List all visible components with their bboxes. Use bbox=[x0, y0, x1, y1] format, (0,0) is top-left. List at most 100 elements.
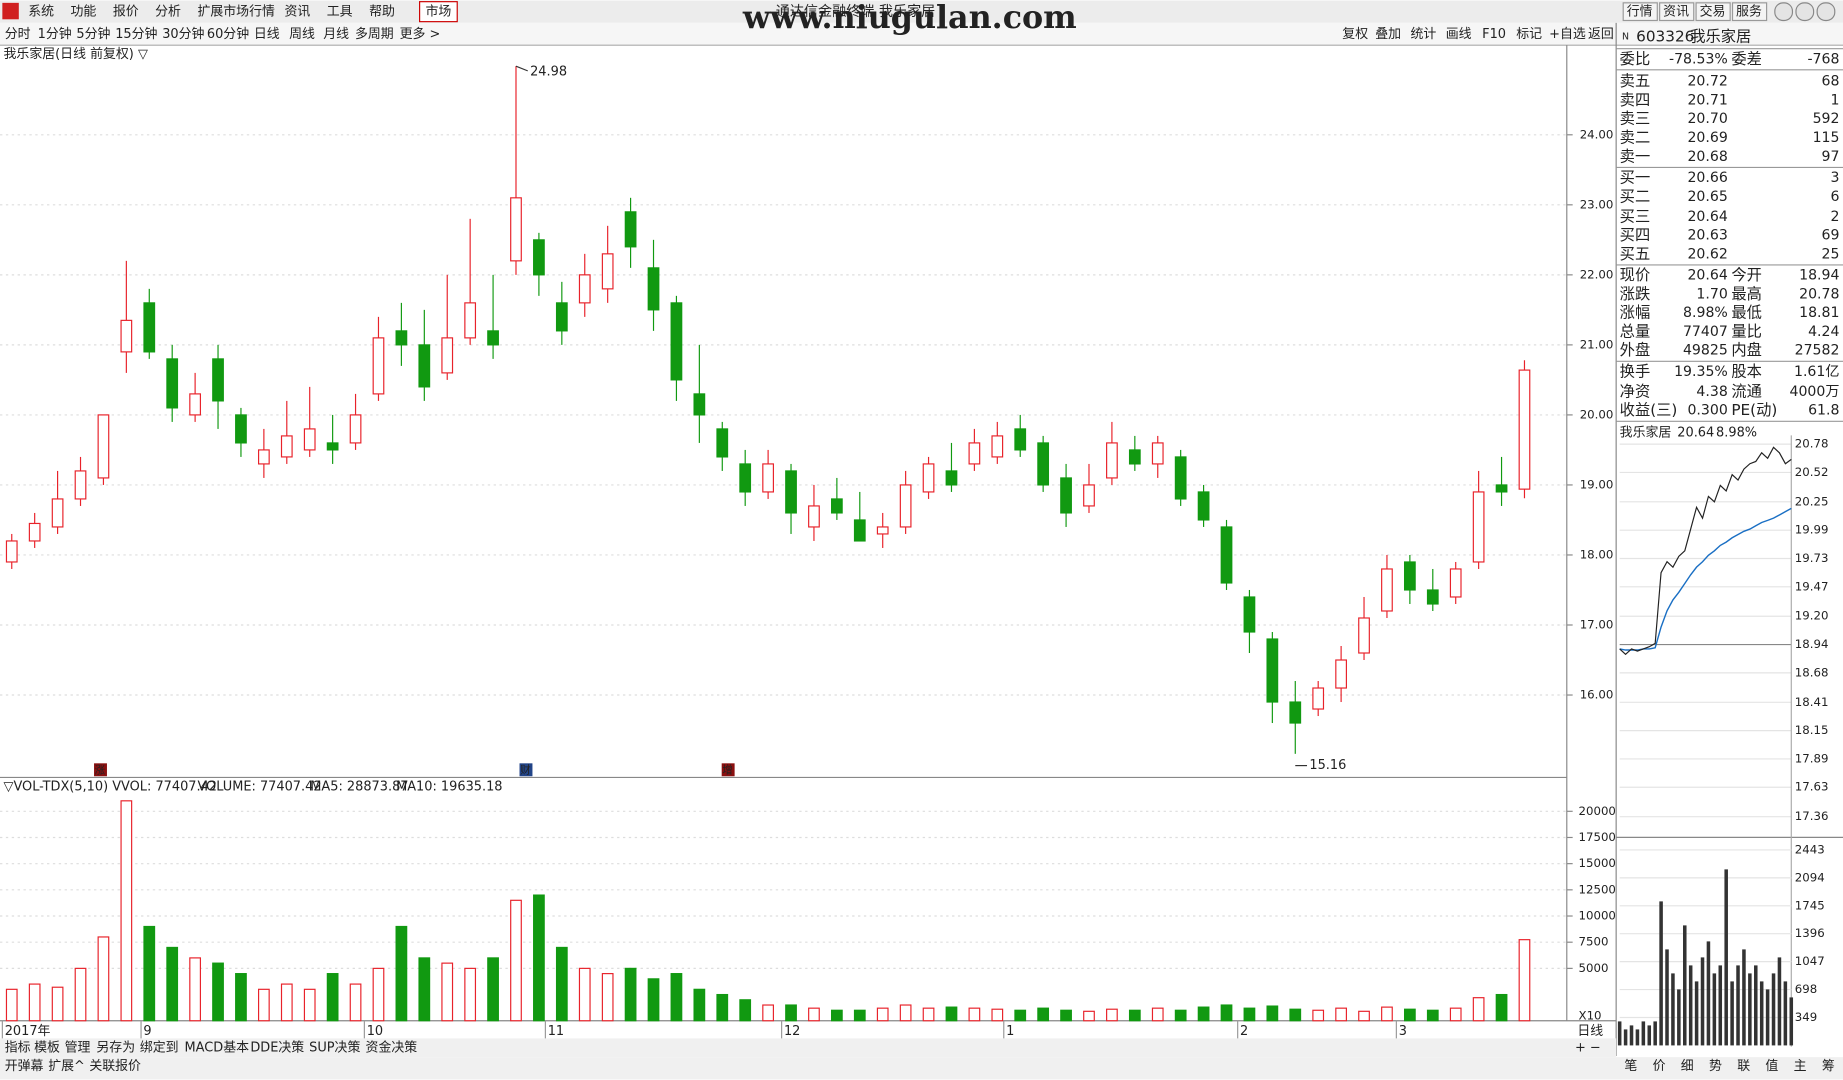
period-bar bbox=[0, 22, 1843, 46]
bottom-tab[interactable]: MACD基本 bbox=[185, 1040, 250, 1055]
quote-value: -768 bbox=[1807, 51, 1839, 67]
candle-body bbox=[1289, 701, 1302, 724]
menu-item[interactable]: 扩展市场行情 bbox=[197, 4, 275, 20]
period-tab[interactable]: 15分钟 bbox=[115, 26, 157, 42]
menu-item[interactable]: 系统 bbox=[28, 5, 54, 20]
menu-item[interactable]: 资讯 bbox=[284, 5, 310, 20]
volume-bar bbox=[1266, 1005, 1279, 1022]
bottom-tab[interactable]: 另存为 bbox=[96, 1040, 135, 1055]
top-button[interactable] bbox=[1731, 2, 1768, 22]
book-label: 卖四 bbox=[1620, 91, 1651, 109]
period-tab[interactable]: 30分钟 bbox=[162, 26, 204, 42]
bottom-tab[interactable]: 资金决策 bbox=[366, 1039, 418, 1055]
status-tab[interactable]: 开弹幕 bbox=[5, 1059, 44, 1074]
intraday-volume-bar bbox=[1777, 957, 1782, 1046]
right-tab[interactable]: 笔 bbox=[1624, 1058, 1637, 1074]
tool-button[interactable]: 叠加 bbox=[1375, 27, 1401, 42]
right-tab[interactable]: 细 bbox=[1681, 1059, 1694, 1074]
event-marker[interactable] bbox=[94, 763, 107, 777]
intraday-volume-bar bbox=[1742, 949, 1746, 1046]
status-tab[interactable]: 扩展^ bbox=[48, 1059, 85, 1074]
menu-item[interactable]: 分析 bbox=[155, 5, 181, 20]
period-tab[interactable]: 5分钟 bbox=[76, 26, 110, 42]
candle-body bbox=[1128, 449, 1141, 465]
candle-body bbox=[601, 253, 614, 290]
volume-bar bbox=[166, 946, 179, 1022]
intraday-volume-bar bbox=[1683, 925, 1687, 1046]
book-label: 买二 bbox=[1620, 187, 1651, 205]
quote-value: 20.78 bbox=[1799, 286, 1839, 302]
top-button[interactable] bbox=[1695, 2, 1731, 22]
tool-button[interactable]: F10 bbox=[1482, 27, 1506, 42]
bottom-tab[interactable]: 模板 bbox=[34, 1040, 60, 1055]
tool-button[interactable]: 复权 bbox=[1342, 26, 1368, 42]
menu-item[interactable]: 帮助 bbox=[369, 5, 395, 20]
period-tab[interactable]: 60分钟 bbox=[207, 26, 249, 42]
tool-button[interactable]: 画线 bbox=[1446, 27, 1472, 42]
bottom-tab[interactable]: DDE决策 bbox=[250, 1039, 304, 1055]
right-tab[interactable]: 主 bbox=[1794, 1059, 1807, 1074]
candle-body bbox=[441, 337, 454, 374]
right-tab[interactable]: 筹 bbox=[1822, 1058, 1835, 1074]
event-marker-label[interactable]: 涨 bbox=[95, 764, 106, 776]
y-tick-label: 5000 bbox=[1579, 961, 1609, 975]
x-tick-label: 1 bbox=[1006, 1024, 1014, 1039]
top-button-label[interactable]: 交易 bbox=[1700, 4, 1726, 20]
top-button[interactable] bbox=[1659, 2, 1695, 22]
candle-body bbox=[510, 197, 522, 262]
top-button-label[interactable]: 服务 bbox=[1736, 4, 1762, 20]
event-marker[interactable] bbox=[721, 763, 735, 777]
quote-value: -78.53% bbox=[1669, 51, 1728, 67]
tool-button[interactable]: 统计 bbox=[1410, 27, 1436, 42]
bottom-tab[interactable]: 指标 bbox=[5, 1040, 31, 1055]
candle-body bbox=[74, 470, 87, 500]
period-tab[interactable]: 月线 bbox=[323, 27, 349, 42]
candle-body bbox=[1335, 659, 1347, 689]
bottom-tab[interactable]: 绑定到 bbox=[140, 1040, 179, 1055]
tool-button[interactable]: 返回 bbox=[1588, 27, 1614, 42]
bottom-tab[interactable]: 管理 bbox=[65, 1040, 91, 1055]
mini-title: 我乐家居 bbox=[1620, 425, 1672, 441]
period-tab[interactable]: 日线 bbox=[254, 27, 280, 42]
event-marker[interactable] bbox=[519, 763, 533, 777]
window-control[interactable] bbox=[1774, 2, 1794, 22]
top-button-label[interactable]: 行情 bbox=[1627, 5, 1653, 20]
stock-code: 603326 bbox=[1636, 27, 1694, 45]
candle-body bbox=[1060, 477, 1072, 514]
volume-bar bbox=[1014, 1009, 1027, 1022]
period-tab[interactable]: 分时 bbox=[5, 27, 31, 42]
right-tab[interactable]: 价 bbox=[1653, 1059, 1666, 1074]
status-tab[interactable]: 关联报价 bbox=[89, 1059, 141, 1074]
menu-item[interactable]: 报价 bbox=[113, 5, 139, 20]
candle-body bbox=[1151, 442, 1164, 465]
top-button-label[interactable]: 资讯 bbox=[1663, 5, 1689, 20]
intraday-volume-bar bbox=[1759, 981, 1764, 1046]
candle-body bbox=[578, 274, 591, 304]
tool-button[interactable]: 标记 bbox=[1516, 27, 1542, 42]
right-tab[interactable]: 势 bbox=[1709, 1058, 1722, 1074]
event-marker-label[interactable]: 增 bbox=[722, 763, 733, 776]
period-tab[interactable]: 多周期 bbox=[355, 27, 394, 42]
top-button[interactable] bbox=[1622, 2, 1658, 22]
period-tab[interactable]: 1分钟 bbox=[38, 26, 72, 42]
menu-item[interactable]: 市场 bbox=[425, 4, 451, 20]
period-tab[interactable]: 周线 bbox=[289, 27, 315, 42]
intraday-tick-label: 20.25 bbox=[1795, 494, 1829, 508]
volume-bar bbox=[1060, 1009, 1072, 1022]
menu-item[interactable]: 功能 bbox=[71, 5, 97, 20]
window-control[interactable] bbox=[1816, 2, 1836, 22]
quote-value: 18.94 bbox=[1799, 268, 1839, 284]
right-tab[interactable]: 值 bbox=[1765, 1058, 1778, 1074]
menu-item[interactable]: 工具 bbox=[327, 5, 353, 20]
period-tab[interactable]: 更多 > bbox=[400, 27, 441, 42]
y-tick-label: 22.00 bbox=[1580, 267, 1614, 281]
right-tab[interactable]: 联 bbox=[1737, 1059, 1750, 1074]
tool-button[interactable]: +自选 bbox=[1549, 27, 1586, 42]
bottom-tab[interactable]: SUP决策 bbox=[309, 1039, 360, 1055]
zoom-buttons[interactable]: + − bbox=[1575, 1040, 1601, 1055]
candle-body bbox=[1174, 456, 1187, 500]
book-price: 20.63 bbox=[1687, 228, 1727, 244]
event-marker-label[interactable]: 财 bbox=[520, 763, 531, 776]
window-control[interactable] bbox=[1795, 2, 1815, 22]
